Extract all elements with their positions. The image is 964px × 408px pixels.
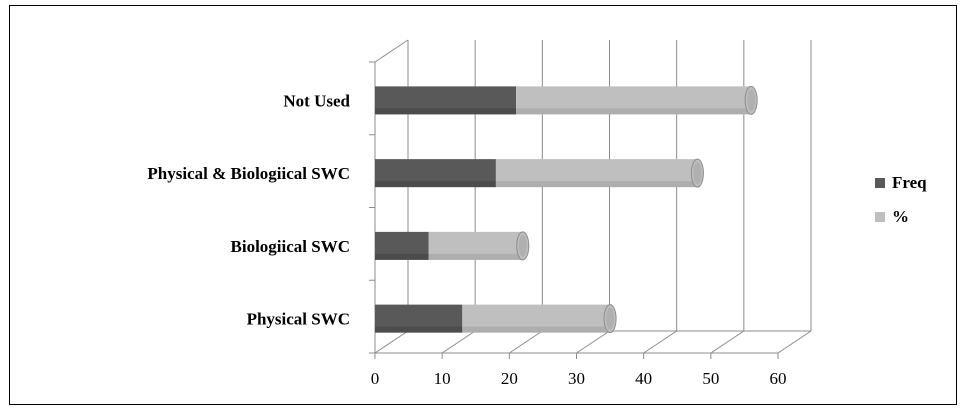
side-wall-top bbox=[374, 39, 409, 63]
bar-segment-shade bbox=[462, 326, 611, 333]
legend-swatch bbox=[875, 178, 885, 188]
x-tick-label: 30 bbox=[568, 369, 585, 388]
bar-segment-shade bbox=[375, 326, 463, 333]
category-label: Physical & Biologiical SWC bbox=[147, 164, 350, 183]
bar-segment-shade bbox=[495, 181, 698, 188]
floor-gridline bbox=[777, 330, 812, 354]
bars bbox=[375, 85, 758, 334]
bar-segment-shade bbox=[375, 253, 429, 260]
legend-swatch bbox=[875, 212, 885, 222]
bar-end-cap-inner bbox=[747, 89, 756, 112]
category-label: Biologiical SWC bbox=[231, 237, 350, 256]
x-tick-label: 40 bbox=[635, 369, 652, 388]
bar-end-cap-inner bbox=[606, 307, 615, 330]
legend-label: Freq bbox=[892, 173, 927, 192]
legend: Freq% bbox=[875, 173, 927, 226]
x-tick-label: 20 bbox=[501, 369, 518, 388]
bar-segment-shade bbox=[428, 253, 523, 260]
x-tick-label: 50 bbox=[702, 369, 719, 388]
category-label: Not Used bbox=[283, 91, 350, 110]
floor-gridline bbox=[374, 330, 409, 354]
bar-end-cap-inner bbox=[693, 162, 702, 185]
floor-gridline bbox=[441, 330, 476, 354]
bar-segment-shade bbox=[516, 108, 752, 115]
floor-gridline bbox=[576, 330, 610, 354]
category-labels: Physical SWC Biologiical SWC Physical & Bi… bbox=[147, 91, 350, 328]
x-tick-label: 0 bbox=[371, 369, 380, 388]
x-tick-labels: 0 10 20 30 40 50 60 bbox=[371, 353, 787, 388]
bar-segment-shade bbox=[375, 181, 496, 188]
x-tick-label: 60 bbox=[770, 369, 787, 388]
floor-gridline bbox=[710, 330, 745, 354]
floor-gridline bbox=[643, 330, 677, 354]
x-tick-label: 10 bbox=[434, 369, 451, 388]
legend-label: % bbox=[892, 207, 909, 226]
floor-gridline bbox=[509, 330, 543, 354]
category-label: Physical SWC bbox=[247, 310, 350, 329]
chart-border bbox=[9, 5, 957, 405]
bar-end-cap-inner bbox=[518, 234, 527, 257]
bar-segment-shade bbox=[375, 108, 517, 115]
